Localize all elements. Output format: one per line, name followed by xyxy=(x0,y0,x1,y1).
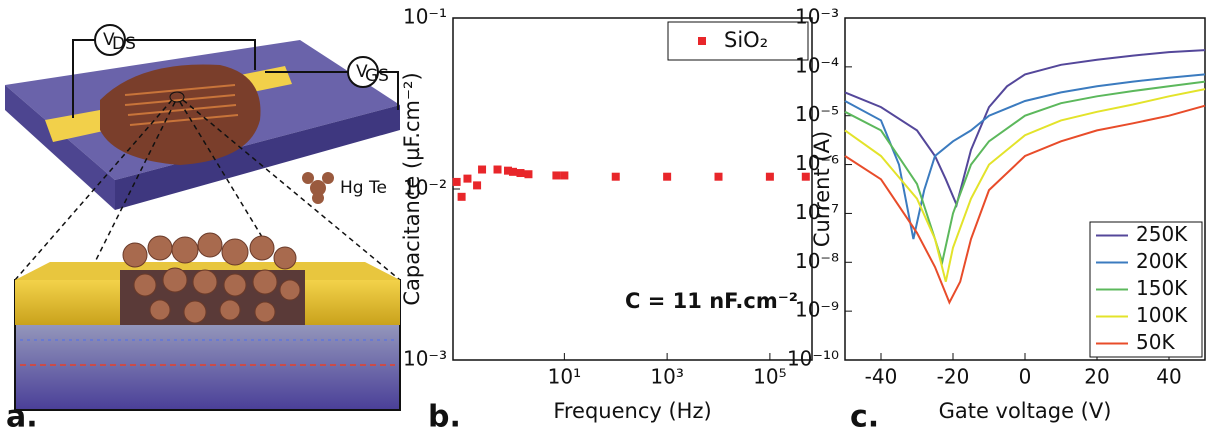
panel-label: c. xyxy=(850,400,879,432)
x-tick-label: 10¹ xyxy=(548,365,581,389)
material-label: Hg Te xyxy=(340,178,387,198)
annotation: C = 11 nF.cm⁻² xyxy=(625,289,798,313)
data-point xyxy=(473,181,482,190)
probe-symbol: V xyxy=(103,30,115,50)
x-tick-label: 10³ xyxy=(650,365,683,389)
x-tick-label: 20 xyxy=(1084,365,1109,389)
legend-label: 200K xyxy=(1136,249,1188,273)
data-point xyxy=(457,192,466,201)
curve xyxy=(844,104,1206,305)
y-tick-label: 10⁻² xyxy=(403,176,447,200)
data-point xyxy=(663,172,672,181)
legend xyxy=(667,21,809,61)
legend-label: 100K xyxy=(1136,303,1188,327)
legend-label: SiO₂ xyxy=(724,28,768,52)
data-point xyxy=(552,171,561,180)
data-point xyxy=(504,166,513,175)
y-tick-label: 10⁻⁷ xyxy=(795,200,839,224)
probe-symbol: V xyxy=(356,62,368,82)
legend-marker xyxy=(698,37,706,45)
probe-subscript: DS xyxy=(112,34,136,54)
data-point xyxy=(516,169,525,178)
y-tick-label: 10⁻¹⁰ xyxy=(787,347,839,371)
y-tick-label: 10⁻⁶ xyxy=(795,151,839,175)
y-tick-label: 10⁻³ xyxy=(403,347,447,371)
device-illustration: V DS V GS Hg Te xyxy=(5,24,401,411)
data-point xyxy=(801,172,810,181)
x-tick-label: -20 xyxy=(937,365,970,389)
curve xyxy=(844,49,1206,208)
y-axis-label: Capacitance (µF.cm⁻²) xyxy=(400,72,424,305)
x-tick-label: -40 xyxy=(865,365,898,389)
y-tick-label: 10⁻¹ xyxy=(403,5,447,29)
data-point xyxy=(508,167,517,176)
curve xyxy=(844,73,1206,240)
x-tick-label: 0 xyxy=(1019,365,1032,389)
y-tick-label: 10⁻⁸ xyxy=(795,249,839,273)
data-point xyxy=(765,172,774,181)
probe-subscript: GS xyxy=(365,66,389,86)
legend-label: 250K xyxy=(1136,222,1188,246)
y-axis-label: Current (A) xyxy=(810,131,834,247)
y-tick-label: 10⁻³ xyxy=(795,5,839,29)
curve xyxy=(844,88,1206,282)
data-point xyxy=(611,172,620,181)
legend-label: 50K xyxy=(1136,330,1175,354)
x-tick-label: 10⁵ xyxy=(753,365,786,389)
data-point xyxy=(560,171,569,180)
x-axis-label: Frequency (Hz) xyxy=(553,399,711,423)
data-point xyxy=(452,177,461,186)
curve xyxy=(844,80,1206,267)
panel-label: a. xyxy=(6,400,38,432)
x-axis-label: Gate voltage (V) xyxy=(939,399,1112,423)
x-tick-label: 40 xyxy=(1156,365,1181,389)
data-point xyxy=(478,165,487,174)
data-point xyxy=(714,172,723,181)
y-tick-label: 10⁻⁴ xyxy=(795,53,839,77)
data-point xyxy=(493,165,502,174)
legend-label: 150K xyxy=(1136,276,1188,300)
data-point xyxy=(463,174,472,183)
y-tick-label: 10⁻⁵ xyxy=(795,102,839,126)
data-point xyxy=(524,170,533,179)
y-tick-label: 10⁻⁹ xyxy=(795,298,839,322)
panel-label: b. xyxy=(428,400,461,432)
